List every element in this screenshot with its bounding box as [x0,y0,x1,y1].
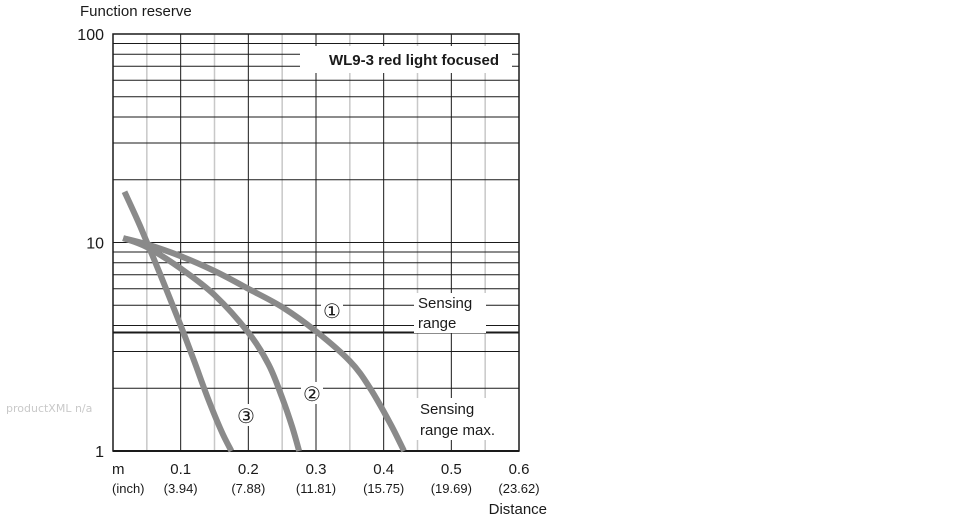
x-axis-label: Distance [489,501,547,518]
x-unit-alt-label: (inch) [112,481,145,496]
curve-labels: ① ② ③ [235,299,343,428]
curves [121,190,407,453]
curve-label-2-bg [301,382,323,404]
chart-title: WL9-3 red light focused [329,52,499,69]
x-tick-labels: 0.1 (3.94) 0.2 (7.88) 0.3 (11.81) 0.4 (15.75) 0.… [164,461,540,496]
sensing-range-bg [414,293,486,333]
curve-label-3: ③ [237,406,255,428]
sensing-range-max-bg [414,398,514,440]
chart-title-box [300,46,512,73]
x-tick-label: 0.5 [441,461,462,478]
x-tick-label: 0.4 [373,461,394,478]
y-tick-label: 100 [77,27,104,44]
y-axis-label: Function reserve [80,3,192,20]
sensing-range-label: Sensing range [418,295,476,332]
curve-label-2: ② [303,384,321,406]
curve-label-1-bg [321,299,343,321]
x-unit-label: m [112,461,125,478]
x-tick-sublabel: (3.94) [164,481,198,496]
curve-label-1: ① [323,301,341,323]
curve-1 [122,235,407,453]
y-tick-label: 10 [86,236,104,253]
x-tick-label: 0.1 [170,461,191,478]
x-tick-sublabel: (11.81) [296,481,336,496]
x-tick-sublabel: (15.75) [363,481,404,496]
watermark-text: productXML n/a [6,402,93,415]
curve-2 [122,235,302,452]
x-tick-sublabel: (19.69) [431,481,472,496]
x-tick-sublabel: (7.88) [231,481,265,496]
y-tick-labels: 1 10 100 [77,27,104,461]
curve-3 [121,190,235,453]
x-tick-sublabel: (23.62) [498,481,539,496]
x-tick-label: 0.3 [306,461,327,478]
curve-label-3-bg [235,404,257,426]
x-tick-label: 0.6 [509,461,530,478]
y-tick-label: 1 [95,444,104,461]
sensing-range-max-label: Sensing range max. [420,401,495,439]
x-tick-label: 0.2 [238,461,259,478]
